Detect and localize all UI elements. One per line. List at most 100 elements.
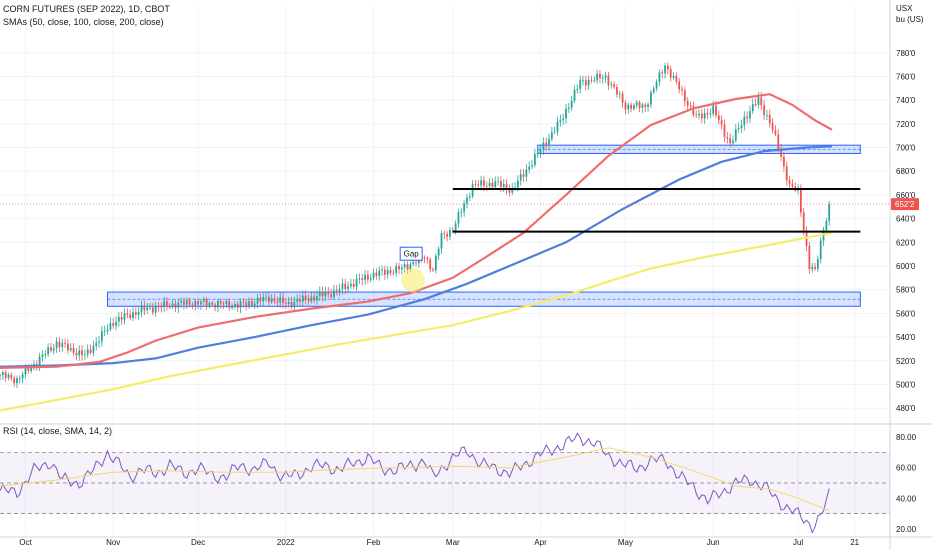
candle-body (89, 349, 92, 353)
candle-body (318, 291, 321, 296)
candle-body (24, 367, 27, 375)
candle-body (378, 270, 381, 276)
candle-body (109, 323, 112, 330)
candle-body (324, 292, 327, 297)
candle-body (514, 187, 516, 189)
candle-body (270, 298, 273, 303)
candle-body (729, 138, 732, 144)
time-tick-label: Dec (191, 538, 205, 547)
candle-body (511, 188, 514, 193)
candle-body (562, 118, 565, 120)
candle-body (282, 297, 284, 304)
candle-body (47, 347, 50, 355)
candle-body (287, 301, 290, 305)
candle-body (290, 301, 293, 308)
candle-body (497, 181, 499, 183)
candle-body (477, 184, 480, 186)
candle-body (185, 300, 188, 305)
candle-body (166, 301, 168, 307)
candle-body (106, 329, 109, 332)
candle-body (364, 274, 366, 280)
candle-body (398, 266, 400, 270)
candle-body (296, 299, 299, 302)
candle-body (584, 80, 587, 86)
candle-body (712, 105, 715, 114)
candle-body (335, 290, 338, 292)
candle-body (395, 266, 398, 274)
candle-body (355, 278, 358, 287)
candle-body (67, 343, 69, 351)
candle-body (211, 302, 214, 305)
candle-body (616, 87, 618, 95)
candle-body (757, 97, 760, 105)
candle-body (307, 299, 310, 302)
candle-body (98, 341, 100, 343)
candle-body (437, 248, 440, 256)
candle-body (743, 116, 746, 126)
candle-body (403, 264, 406, 268)
candle-body (389, 270, 392, 273)
candle-body (587, 79, 590, 86)
candle-body (828, 204, 831, 221)
candle-body (494, 181, 497, 187)
candle-body (692, 105, 695, 115)
candle-body (700, 113, 703, 119)
price-tick-label: 520'0 (896, 357, 916, 366)
candle-body (531, 165, 533, 167)
candle-body (485, 185, 488, 187)
candle-body (112, 323, 115, 326)
candle-body (621, 93, 624, 103)
candle-body (432, 269, 434, 271)
candle-body (573, 89, 576, 101)
sma100-line (0, 145, 833, 368)
candle-body (242, 301, 245, 303)
candle-body (635, 102, 638, 106)
candle-body (259, 297, 262, 302)
candle-body (550, 132, 553, 139)
candle-body (502, 184, 505, 187)
price-tick-label: 620'0 (896, 238, 916, 247)
candle-body (117, 317, 120, 322)
candle-body (607, 75, 610, 86)
candle-body (333, 290, 335, 298)
price-tick-label: 700'0 (896, 144, 916, 153)
candle-body (61, 343, 64, 347)
candle-body (163, 301, 166, 308)
candle-body (168, 306, 171, 308)
rsi-tick-label: 40.00 (896, 494, 917, 503)
candle-body (675, 75, 678, 82)
candle-body (596, 73, 599, 81)
candle-body (599, 73, 601, 79)
candle-body (409, 264, 412, 270)
candle-body (392, 272, 395, 274)
candle-body (0, 374, 1, 376)
time-tick-label: 21 (850, 538, 859, 547)
candle-body (316, 295, 318, 301)
candle-body (58, 341, 61, 347)
rsi-tick-label: 60.00 (896, 464, 917, 473)
candle-body (304, 295, 307, 300)
candle-body (624, 102, 627, 110)
candle-body (505, 184, 508, 190)
candle-body (799, 188, 802, 213)
candle-body (313, 296, 316, 301)
candle-body (808, 246, 811, 270)
candle-body (154, 306, 157, 313)
candle-body (231, 306, 233, 308)
candle-body (375, 272, 378, 276)
time-tick-label: May (618, 538, 633, 547)
candle-body (737, 127, 740, 130)
candle-body (666, 65, 669, 70)
candle-body (672, 75, 675, 78)
candle-body (171, 303, 174, 307)
candle-body (771, 123, 774, 131)
candle-body (678, 81, 681, 90)
candle-body (84, 354, 86, 356)
candle-body (100, 331, 103, 342)
candle-body (200, 301, 202, 305)
candle-body (279, 297, 282, 303)
candle-body (516, 180, 519, 188)
price-tick-label: 560'0 (896, 309, 916, 318)
candle-body (717, 115, 720, 121)
